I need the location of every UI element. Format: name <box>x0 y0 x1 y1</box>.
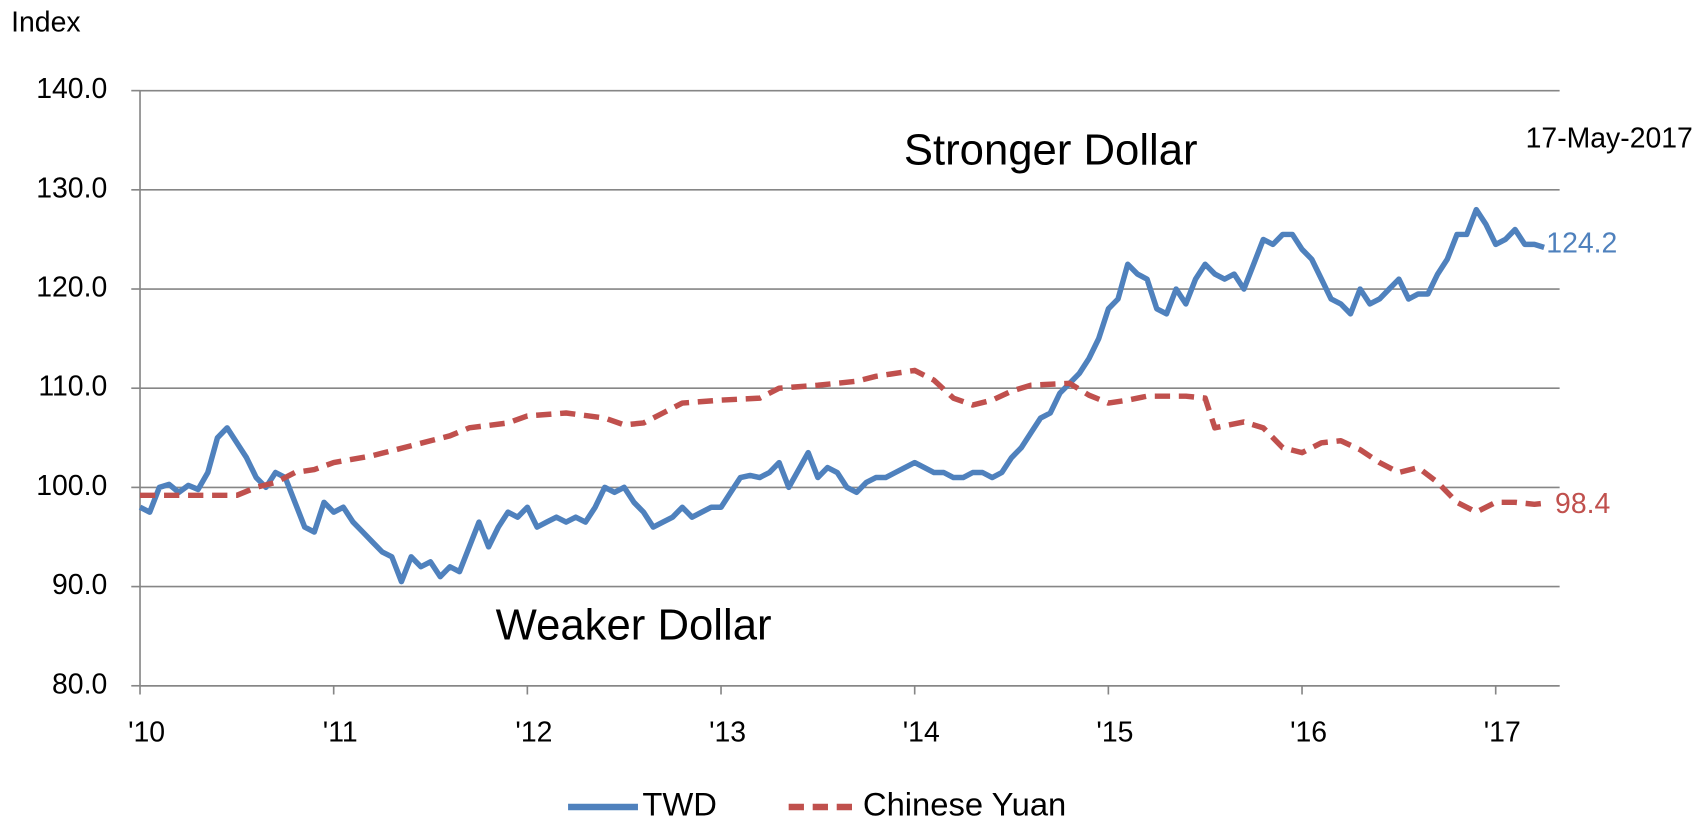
y-tick-label: 90.0 <box>52 569 107 601</box>
y-tick-label: 130.0 <box>36 172 107 204</box>
x-tick-label: '12 <box>515 716 552 748</box>
legend-label: TWD <box>642 786 717 819</box>
annotation: Weaker Dollar <box>496 600 772 649</box>
x-tick-label: '13 <box>709 716 746 748</box>
x-tick-label: '10 <box>128 716 165 748</box>
x-tick-label: '16 <box>1290 716 1327 748</box>
date-annotation: 17-May-2017 <box>1526 122 1693 154</box>
x-tick-label: '15 <box>1096 716 1133 748</box>
y-tick-label: 100.0 <box>36 470 107 502</box>
x-tick-label: '11 <box>323 716 358 748</box>
annotation: Stronger Dollar <box>904 125 1198 174</box>
line <box>140 367 1545 515</box>
x-tick-label: '14 <box>903 716 940 748</box>
y-tick-label: 110.0 <box>38 371 107 403</box>
end-value-label: 124.2 <box>1546 228 1617 260</box>
end-value-label: 98.4 <box>1555 488 1610 520</box>
legend-label: Chinese Yuan <box>863 786 1066 819</box>
y-tick-label: 140.0 <box>36 73 107 105</box>
y-axis-label: Index <box>11 7 80 39</box>
y-tick-label: 120.0 <box>36 272 107 304</box>
y-tick-label: 80.0 <box>52 668 107 700</box>
line <box>138 206 1545 585</box>
x-tick-label: '17 <box>1484 716 1521 748</box>
